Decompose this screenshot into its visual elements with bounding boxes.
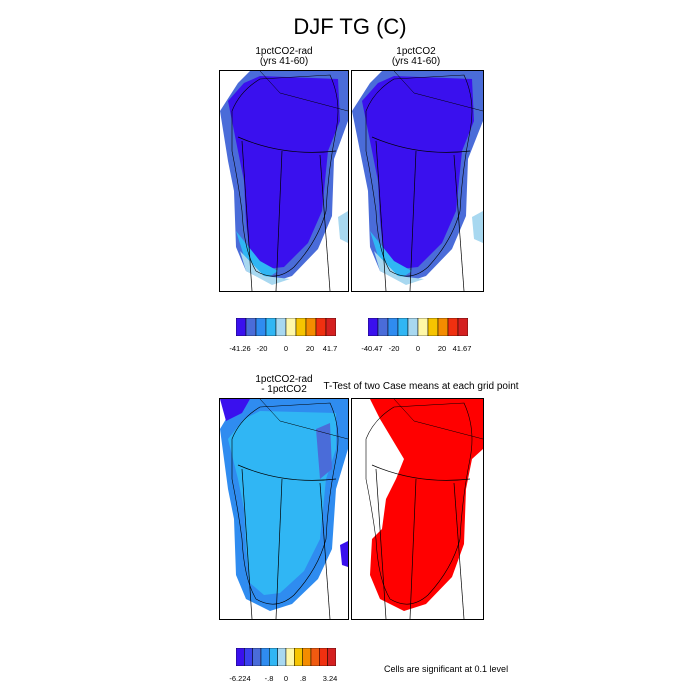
coastline [231,74,339,277]
meridian-1 [375,140,387,291]
colorbar-3-label-0: -6.224 [229,674,251,683]
greenland-map-3 [220,399,348,619]
panel-3-title: 1pctCO2-rad - 1pctCO2 [219,375,349,395]
colorbar-1-label-1: -20 [256,344,268,353]
colorbar-3-swatches [235,647,337,667]
north-dark [220,399,250,421]
colorbar-3 [235,647,337,667]
meridian-2 [409,150,417,291]
meridian-2 [275,478,283,619]
meridian-2 [409,478,417,619]
significant-region [370,399,483,611]
coast-light [370,231,412,279]
panel-3-title-line1: 1pctCO2-rad [255,374,313,385]
colorbar-2 [367,317,469,337]
greenland-map-2 [352,71,483,291]
parallel-1 [237,464,337,481]
panel-1-title: 1pctCO2-rad (yrs 41-60) [219,47,349,67]
landmask-inner [228,76,340,269]
colorbar-3-label-4: 3.24 [322,674,338,683]
map-panel-2 [351,70,484,292]
parallel-1 [237,136,337,153]
coastline [365,74,473,277]
colorbar-1-swatches [235,317,337,337]
iceland-patch [340,541,348,567]
coastline [365,402,473,605]
panel-2-title-line2: (yrs 41-60) [391,56,441,67]
greenland-map-4 [365,399,483,619]
coast-light [236,231,278,279]
parallel-1 [371,464,471,481]
colorbar-2-swatches [367,317,469,337]
landmask-inner [228,411,336,595]
colorbar-1 [235,317,337,337]
colorbar-2-label-0: -40.47 [361,344,383,353]
coast-pale [240,251,290,285]
colorbar-3-label-2: 0 [283,674,289,683]
coastline [231,402,339,605]
colorbar-1-label-3: 20 [305,344,315,353]
colorbar-2-label-1: -20 [388,344,400,353]
colorbar-2-label-3: 20 [437,344,447,353]
meridian-2 [275,150,283,291]
significance-note: Cells are significant at 0.1 level [384,664,509,674]
iceland-patch [338,211,348,243]
meridian-3 [453,482,465,619]
colorbar-1-label-4: 41.7 [322,344,338,353]
meridian-3 [319,154,331,291]
meridian-3 [453,154,465,291]
coast-pale [374,251,424,285]
colorbar-3-label-3: .8 [299,674,307,683]
meridian-1 [241,468,253,619]
panel-4-title: T-Test of two Case means at each grid po… [323,381,519,392]
colorbar-3-label-1: -.8 [264,674,274,683]
colorbar-1-label-0: -41.26 [229,344,251,353]
significant-north-strip [374,399,412,417]
panel-2-title-line1: 1pctCO2 [396,46,436,57]
panel-1-title-line2: (yrs 41-60) [259,56,309,67]
meridian-3 [319,482,331,619]
parallel-1 [371,136,471,153]
colorbar-2-label-4: 41.67 [452,344,472,353]
landmask-inner [362,76,474,269]
east-dark [316,423,332,479]
iceland-patch [472,211,483,243]
meridian-1 [241,140,253,291]
panel-2-title: 1pctCO2 (yrs 41-60) [351,47,481,67]
figure-title: DJF TG (C) [293,14,407,39]
panel-1-title-line1: 1pctCO2-rad [255,46,313,57]
panel-3-title-line2: - 1pctCO2 [261,384,307,395]
colorbar-2-label-2: 0 [415,344,421,353]
meridian-1 [375,468,387,619]
map-panel-1 [219,70,349,292]
greenland-map-1 [220,71,348,291]
colorbar-1-label-2: 0 [283,344,289,353]
map-panel-4 [351,398,484,620]
map-panel-3 [219,398,349,620]
